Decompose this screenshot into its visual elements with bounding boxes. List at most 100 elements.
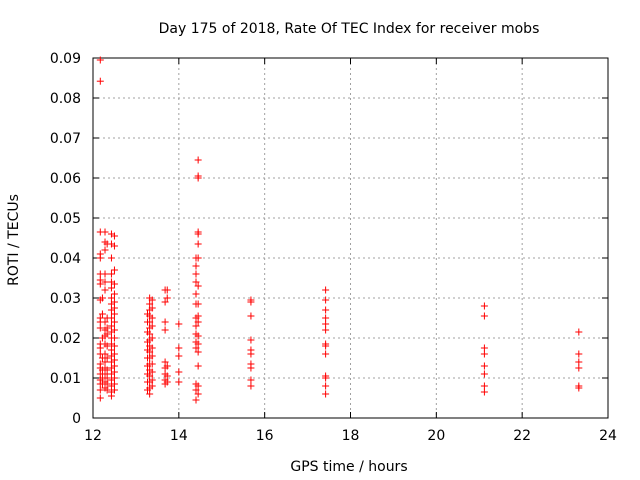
data-point (480, 312, 488, 320)
data-point (110, 290, 118, 298)
data-point (107, 314, 115, 322)
data-point (194, 318, 202, 326)
data-point (194, 230, 202, 238)
chart-title: Day 175 of 2018, Rate Of TEC Index for r… (159, 21, 540, 37)
data-point (247, 364, 255, 372)
data-point (175, 378, 183, 386)
data-point (163, 286, 171, 294)
data-point (96, 344, 104, 352)
data-point (322, 326, 330, 334)
data-point (110, 266, 118, 274)
data-point (575, 328, 583, 336)
data-point (322, 296, 330, 304)
data-point (480, 382, 488, 390)
y-tick-label: 0.07 (50, 131, 81, 147)
data-point (480, 302, 488, 310)
data-point (148, 352, 156, 360)
data-point (148, 296, 156, 304)
data-point (107, 294, 115, 302)
data-point (103, 342, 111, 350)
data-point (107, 392, 115, 400)
data-point (322, 306, 330, 314)
data-point (194, 382, 202, 390)
data-point (194, 240, 202, 248)
data-point (101, 358, 109, 366)
data-point (192, 270, 200, 278)
data-point (103, 330, 111, 338)
data-point (480, 362, 488, 370)
data-point (161, 358, 169, 366)
data-point (575, 350, 583, 358)
data-point (110, 380, 118, 388)
data-point (148, 382, 156, 390)
data-point (175, 368, 183, 376)
data-point (101, 318, 109, 326)
data-point (96, 56, 104, 64)
y-tick-label: 0.05 (50, 211, 81, 227)
data-point (322, 350, 330, 358)
data-point (322, 374, 330, 382)
axis-ticks (92, 57, 609, 419)
data-point (161, 318, 169, 326)
data-point (194, 254, 202, 262)
data-point (103, 324, 111, 332)
data-point (480, 344, 488, 352)
data-point (148, 368, 156, 376)
data-point (101, 228, 109, 236)
data-point (247, 298, 255, 306)
data-point (110, 242, 118, 250)
data-point (103, 374, 111, 382)
data-point (163, 362, 171, 370)
data-point (322, 390, 330, 398)
data-point (148, 360, 156, 368)
data-point (192, 344, 200, 352)
data-point (146, 330, 154, 338)
data-point (194, 362, 202, 370)
data-point (148, 322, 156, 330)
data-point (110, 310, 118, 318)
data-point (146, 348, 154, 356)
data-point (148, 314, 156, 322)
data-point (194, 300, 202, 308)
y-tick-label: 0 (72, 411, 81, 427)
data-point (192, 278, 200, 286)
x-tick-label: 20 (427, 428, 445, 444)
x-tick-label: 18 (342, 428, 360, 444)
x-tick-label: 14 (170, 428, 188, 444)
data-point (194, 156, 202, 164)
data-point (110, 280, 118, 288)
data-point (480, 350, 488, 358)
data-point (247, 336, 255, 344)
x-tick-label: 22 (513, 428, 531, 444)
data-point (96, 77, 104, 85)
data-point (110, 326, 118, 334)
data-point (101, 286, 109, 294)
data-point (103, 366, 111, 374)
data-point (194, 348, 202, 356)
y-tick-label: 0.08 (50, 91, 81, 107)
data-point (247, 312, 255, 320)
data-point (107, 270, 115, 278)
data-point (110, 342, 118, 350)
data-point (103, 380, 111, 388)
data-point (192, 262, 200, 270)
data-point (110, 318, 118, 326)
x-tick-label: 24 (599, 428, 617, 444)
data-point (110, 374, 118, 382)
y-tick-label: 0.06 (50, 171, 81, 187)
x-tick-labels: 12 14 16 18 20 22 24 (84, 428, 617, 444)
data-point (575, 358, 583, 366)
data-point (146, 372, 154, 380)
data-point (322, 314, 330, 322)
data-point (101, 370, 109, 378)
data-point (107, 322, 115, 330)
data-point (148, 344, 156, 352)
y-tick-label: 0.01 (50, 371, 81, 387)
data-point (110, 362, 118, 370)
data-point (194, 282, 202, 290)
data-point (110, 350, 118, 358)
x-axis-label: GPS time / hours (290, 459, 407, 475)
y-tick-label: 0.02 (50, 331, 81, 347)
data-point (175, 344, 183, 352)
x-tick-label: 16 (256, 428, 274, 444)
